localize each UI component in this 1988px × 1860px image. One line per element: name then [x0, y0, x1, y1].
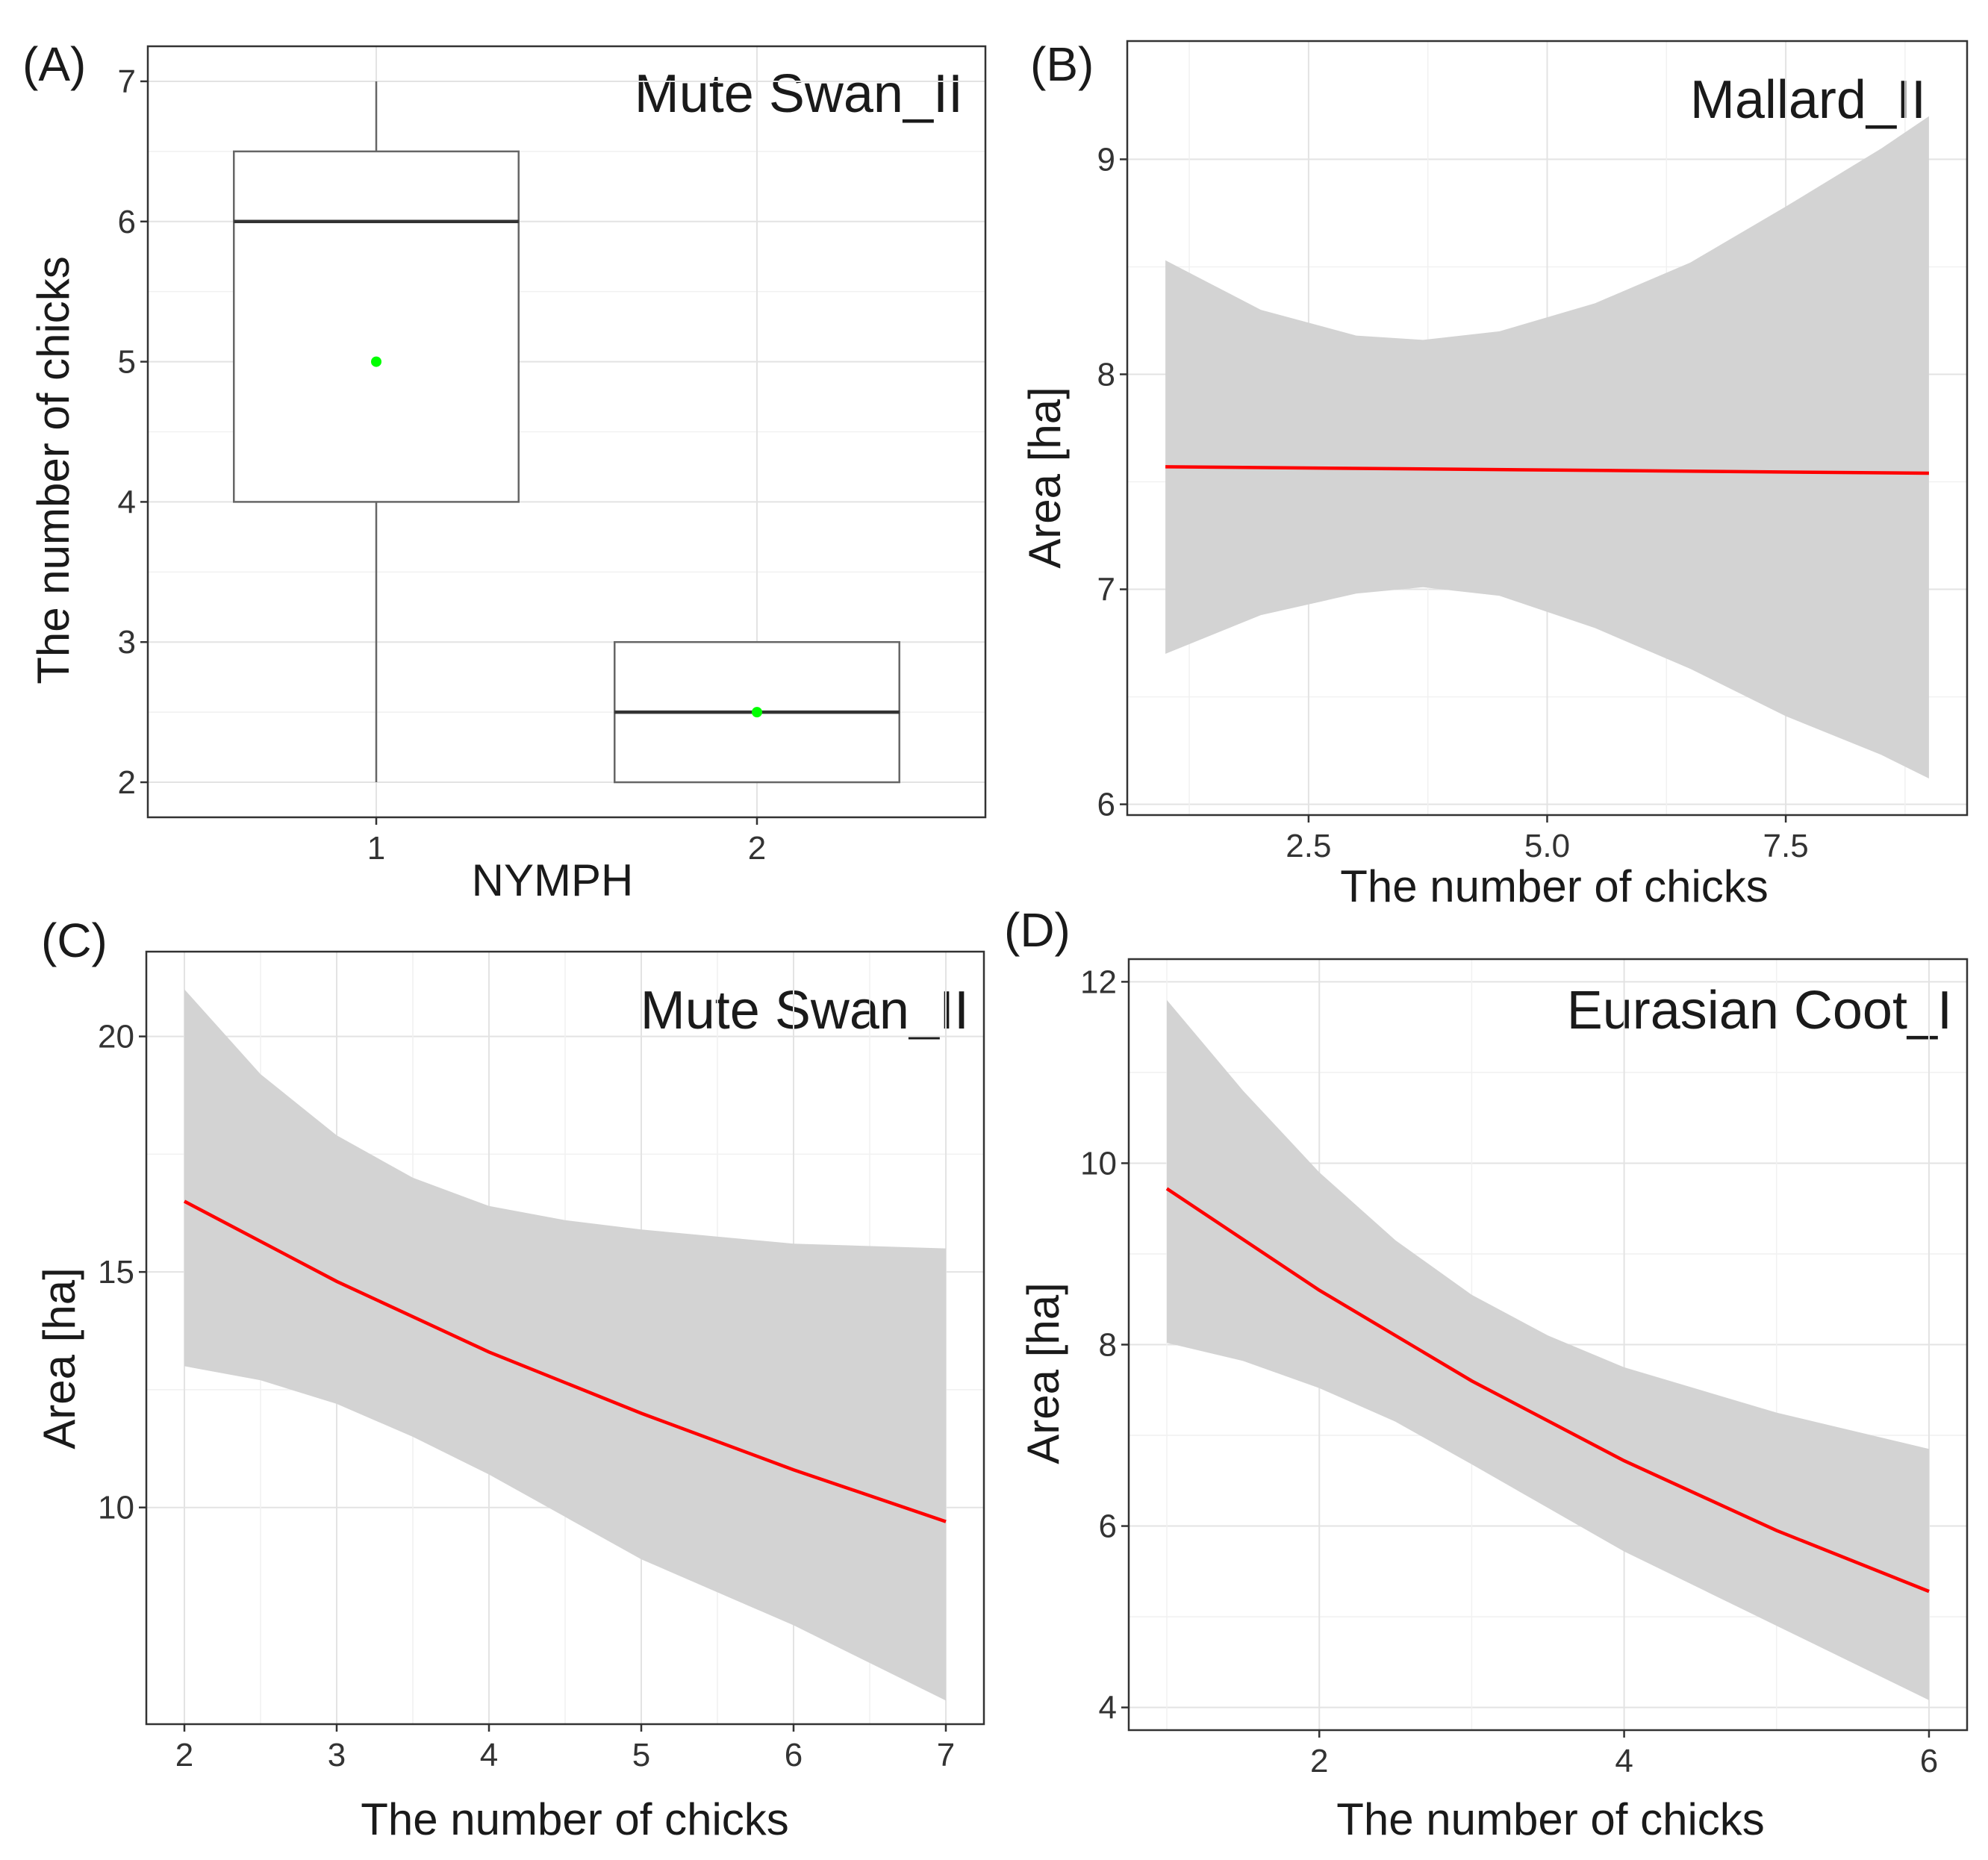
panel-a-y-tick-label: 2 [118, 764, 136, 801]
panel-c-x-tick-label: 2 [175, 1737, 193, 1773]
panel-a-title: Mute Swan_II [635, 64, 963, 124]
panel-a-mean-point [752, 707, 762, 718]
panel-b-confidence-ribbon [1165, 116, 1929, 779]
panel-d-y-tick-label: 4 [1099, 1690, 1117, 1726]
panel-a-frame [146, 45, 987, 819]
panel-d-x-tick-label: 2 [1310, 1743, 1328, 1779]
panel-a-y-tick-label: 4 [118, 484, 136, 520]
panel-d-y-axis-title: Area [ha] [1018, 1282, 1068, 1464]
panel-c-x-tick-label: 7 [937, 1737, 955, 1773]
panel-d-y-tick-label: 10 [1080, 1145, 1117, 1182]
panel-d-y-tick-label: 8 [1099, 1327, 1117, 1364]
panel-a-y-tick-label: 7 [118, 63, 136, 100]
panel-c-confidence-ribbon [184, 989, 946, 1701]
panel-b-y-tick-label: 6 [1097, 787, 1115, 823]
panel-a: (A) Mute Swan_II NYMPH The number of chi… [22, 37, 987, 905]
panel-b: (B) Mallard_II The number of chicks Area… [1020, 37, 1969, 911]
panel-a-box-2 [614, 640, 900, 784]
panel-a-y-axis-title: The number of chicks [28, 256, 78, 684]
panel-a-x-tick-label: 2 [748, 830, 766, 867]
panel-c: (C) Mute Swan_II The number of chicks Ar… [34, 914, 985, 1844]
panel-d-x-tick-label: 6 [1920, 1743, 1938, 1779]
panel-b-fit-line [1165, 465, 1929, 475]
panel-b-y-axis-title: Area [ha] [1020, 387, 1070, 569]
panel-a-x-tick-label: 1 [367, 830, 385, 867]
panel-d-confidence-ribbon [1167, 999, 1929, 1700]
panel-a-y-tick-label: 6 [118, 204, 136, 240]
panel-a-letter: (A) [22, 37, 86, 91]
panel-b-x-tick-label: 5.0 [1524, 828, 1570, 864]
panel-b-y-tick-label: 7 [1097, 572, 1115, 608]
panel-b-letter: (B) [1030, 37, 1094, 91]
panel-d: (D) Eurasian Coot_I The number of chicks… [1004, 903, 1969, 1844]
panel-c-y-tick-label: 15 [98, 1254, 134, 1291]
panel-b-x-axis-title: The number of chicks [1340, 861, 1769, 911]
panel-c-x-tick-label: 4 [480, 1737, 498, 1773]
panel-c-x-axis-title: The number of chicks [361, 1794, 789, 1844]
panel-d-x-tick-label: 4 [1615, 1743, 1633, 1779]
panel-b-y-tick-label: 8 [1097, 356, 1115, 393]
panel-d-y-tick-label: 12 [1080, 964, 1117, 1000]
panel-c-x-tick-label: 6 [785, 1737, 803, 1773]
panel-c-x-tick-label: 5 [632, 1737, 650, 1773]
panel-a-y-tick-label: 5 [118, 344, 136, 381]
panel-c-y-tick-label: 20 [98, 1019, 134, 1055]
panel-a-mean-point [371, 356, 381, 367]
panel-a-box-1 [233, 81, 520, 783]
panel-b-x-tick-label: 7.5 [1763, 828, 1809, 864]
panel-d-title: Eurasian Coot_I [1567, 981, 1952, 1040]
panel-a-y-tick-label: 3 [118, 624, 136, 661]
panel-c-frame [145, 950, 985, 1726]
panel-d-x-axis-title: The number of chicks [1336, 1794, 1765, 1844]
panel-d-fit-line [1165, 1187, 1930, 1594]
panel-b-y-tick-label: 9 [1097, 141, 1115, 178]
panel-d-y-tick-label: 6 [1099, 1508, 1117, 1545]
panel-c-title: Mute Swan_II [641, 981, 969, 1040]
panel-a-x-axis-title: NYMPH [472, 855, 634, 905]
panel-c-y-tick-label: 10 [98, 1490, 134, 1526]
panel-a-box-rect [233, 150, 520, 503]
panel-b-x-tick-label: 2.5 [1286, 828, 1331, 864]
panel-c-fit-line [183, 1199, 947, 1523]
panel-d-letter: (D) [1004, 903, 1071, 957]
panel-b-title: Mallard_II [1690, 70, 1926, 130]
panel-c-letter: (C) [41, 914, 107, 967]
panel-c-y-axis-title: Area [ha] [34, 1267, 84, 1449]
panel-c-x-tick-label: 3 [328, 1737, 346, 1773]
